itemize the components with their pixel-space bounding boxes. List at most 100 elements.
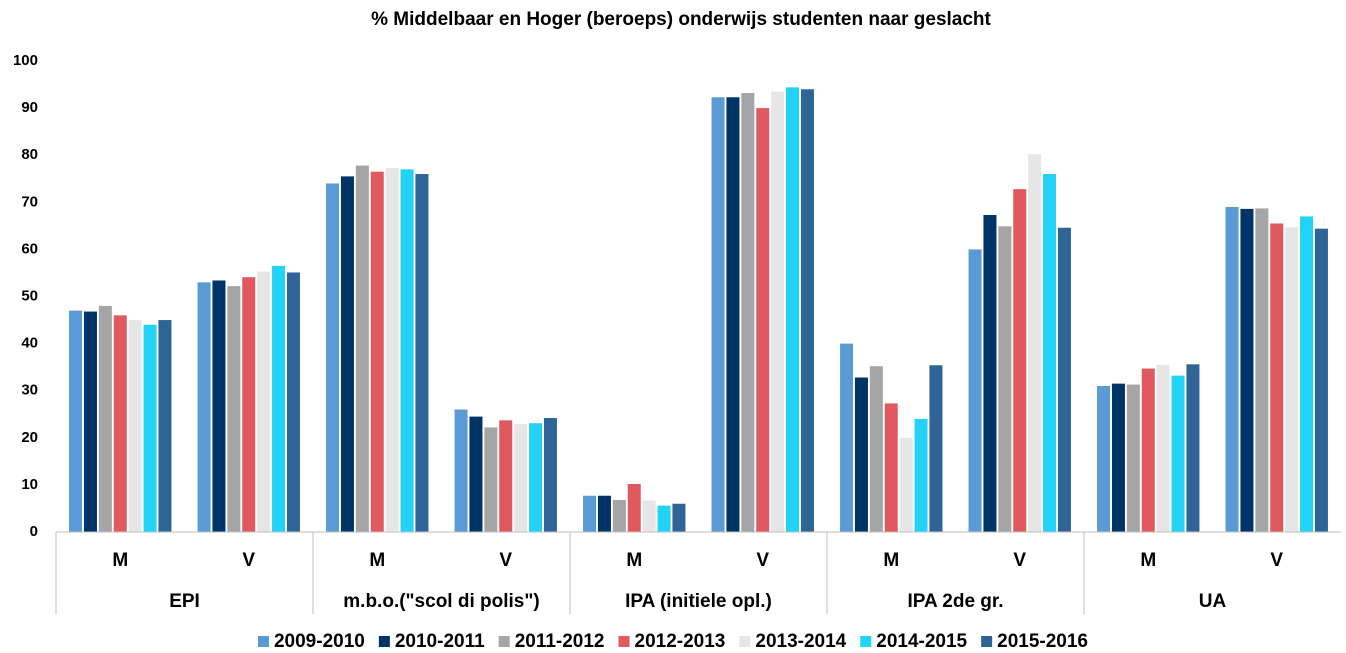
x-tick-label: V <box>242 550 255 571</box>
bar <box>469 416 483 532</box>
y-tick-label: 20 <box>21 429 38 446</box>
x-tick-label: V <box>756 550 769 571</box>
bar <box>1156 364 1170 532</box>
bar <box>83 311 97 532</box>
legend-label: 2012-2013 <box>635 631 726 652</box>
bar <box>212 280 226 532</box>
bar <box>983 215 997 532</box>
bar <box>771 91 785 533</box>
y-tick-label: 30 <box>21 382 38 399</box>
bar <box>1097 385 1111 532</box>
legend-swatch <box>618 636 630 647</box>
bar <box>484 427 498 532</box>
bar <box>326 183 340 532</box>
bar <box>1300 216 1314 532</box>
legend-swatch <box>257 636 269 647</box>
bar <box>672 503 686 532</box>
bar <box>543 418 557 532</box>
x-tick-label: V <box>1270 550 1283 571</box>
y-tick-label: 50 <box>21 287 38 304</box>
legend-label: 2015-2016 <box>997 631 1088 652</box>
bar <box>454 409 468 532</box>
bar <box>1285 227 1299 532</box>
y-tick-label: 10 <box>21 476 38 493</box>
bar <box>499 420 513 532</box>
bar <box>158 320 172 532</box>
y-tick-label: 70 <box>21 193 38 210</box>
legend-label: 2010-2011 <box>395 631 485 652</box>
bar <box>514 424 528 532</box>
y-tick-label: 80 <box>21 146 38 163</box>
bar <box>756 108 770 532</box>
bar <box>1013 189 1027 532</box>
bar <box>914 418 928 532</box>
bar <box>726 97 740 532</box>
bar <box>998 226 1012 533</box>
legend-label: 2014-2015 <box>876 631 967 652</box>
x-tick-label: M <box>369 550 385 571</box>
group-label: m.b.o.("scol di polis") <box>343 591 539 612</box>
bar <box>711 97 725 532</box>
bar <box>355 165 369 532</box>
bar <box>143 324 157 532</box>
x-tick-label: M <box>883 550 899 571</box>
bar <box>929 365 943 532</box>
bar <box>197 282 211 532</box>
group-label: IPA (initiele opl.) <box>625 591 772 612</box>
bar <box>370 171 384 532</box>
bar <box>1186 364 1200 532</box>
bar <box>257 271 271 532</box>
x-tick-label: M <box>112 550 128 571</box>
bar <box>741 93 755 532</box>
bar <box>627 483 641 532</box>
bar <box>899 437 913 532</box>
bar <box>1141 368 1155 532</box>
group-label: IPA 2de gr. <box>907 591 1003 612</box>
y-tick-label: 90 <box>21 99 38 116</box>
y-tick-label: 100 <box>13 52 38 69</box>
y-tick-label: 60 <box>21 240 38 257</box>
bar <box>1111 383 1125 532</box>
bar <box>1240 208 1254 533</box>
bar <box>113 315 127 532</box>
bar <box>69 310 83 532</box>
y-tick-label: 40 <box>21 335 38 352</box>
group-label: EPI <box>169 591 200 612</box>
legend-label: 2011-2012 <box>515 631 605 652</box>
y-tick-label: 0 <box>30 523 38 540</box>
bar <box>98 305 112 532</box>
bar <box>612 499 626 532</box>
x-tick-label: M <box>626 550 642 571</box>
bar <box>884 403 898 532</box>
legend-swatch <box>860 636 872 647</box>
bar <box>1270 223 1284 532</box>
bar <box>415 174 429 533</box>
bar <box>340 176 354 532</box>
x-tick-label: V <box>499 550 512 571</box>
bar <box>1255 208 1269 532</box>
x-tick-label: V <box>1013 550 1026 571</box>
bar <box>786 87 800 532</box>
group-label: UA <box>1199 591 1227 612</box>
bar <box>657 505 671 532</box>
legend-swatch <box>378 636 390 647</box>
bar <box>286 272 300 532</box>
bar <box>597 495 611 532</box>
legend-swatch <box>981 636 993 647</box>
bar <box>529 423 543 532</box>
bar <box>400 169 414 532</box>
legend-label: 2013-2014 <box>755 631 846 652</box>
bar <box>583 495 597 532</box>
bar <box>840 343 854 532</box>
bar <box>128 320 142 532</box>
bar <box>800 89 814 532</box>
bar <box>968 249 982 532</box>
bar <box>385 167 399 533</box>
bar <box>1314 228 1328 532</box>
legend-swatch <box>498 636 510 647</box>
bar <box>1225 207 1239 532</box>
bar <box>869 366 883 532</box>
bar <box>1126 384 1140 532</box>
legend-swatch <box>739 636 751 647</box>
